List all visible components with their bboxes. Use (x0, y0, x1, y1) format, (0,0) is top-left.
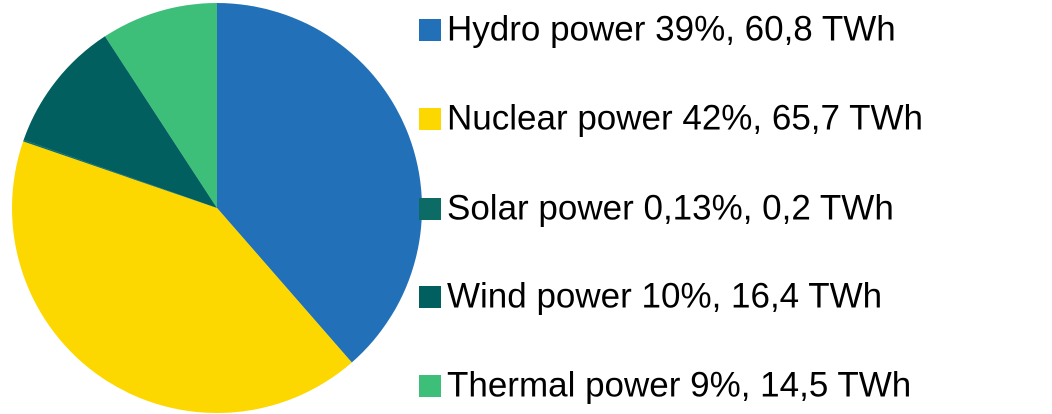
legend-swatch (419, 375, 441, 397)
pie-slice (23, 36, 218, 208)
pie-slice (104, 3, 217, 208)
legend-swatch (419, 108, 441, 130)
legend-label: Solar power 0,13%, 0,2 TWh (447, 188, 894, 227)
legend-label: Hydro power 39%, 60,8 TWh (447, 9, 896, 48)
legend-label: Thermal power 9%, 14,5 TWh (447, 365, 911, 404)
pie-slice (11, 141, 352, 414)
pie-slice (23, 139, 218, 208)
legend-label: Wind power 10%, 16,4 TWh (447, 276, 882, 315)
legend-swatch (419, 198, 441, 220)
legend-swatch (419, 19, 441, 41)
legend-label: Nuclear power 42%, 65,7 TWh (447, 98, 923, 137)
legend-swatch (419, 286, 441, 308)
pie-slice (217, 3, 422, 363)
